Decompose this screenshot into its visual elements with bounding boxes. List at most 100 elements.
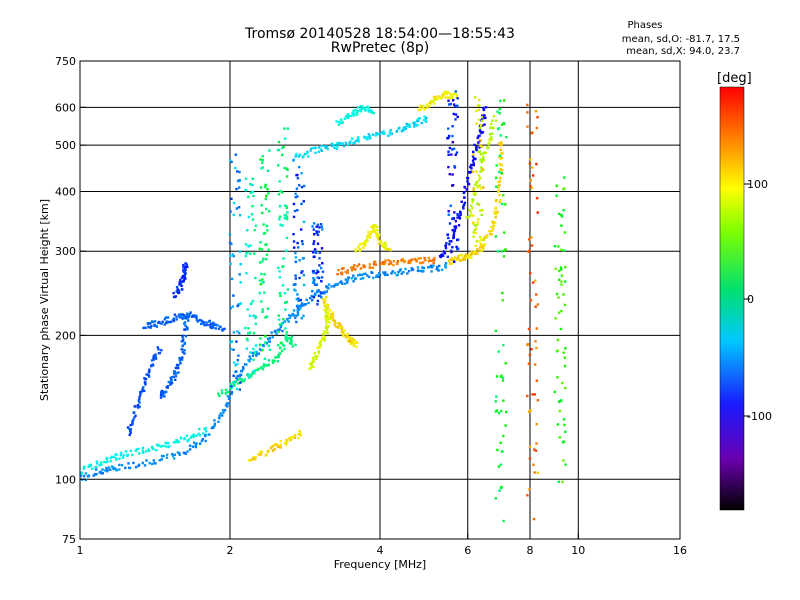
- data-point: [236, 378, 239, 381]
- data-point: [236, 359, 239, 362]
- data-point: [282, 265, 285, 268]
- data-point: [175, 439, 178, 442]
- data-point: [447, 236, 450, 240]
- data-point: [529, 409, 532, 412]
- data-point: [357, 140, 360, 143]
- data-point: [319, 223, 323, 226]
- data-point: [315, 269, 319, 272]
- data-point: [294, 260, 297, 264]
- data-point: [328, 317, 331, 320]
- data-point: [297, 304, 300, 307]
- data-point: [288, 314, 291, 317]
- data-point: [282, 257, 285, 260]
- data-point: [427, 266, 430, 269]
- data-point: [157, 348, 160, 351]
- data-point: [273, 443, 276, 446]
- data-point: [247, 327, 250, 330]
- data-point: [359, 242, 363, 246]
- data-point: [442, 250, 445, 253]
- data-point: [260, 300, 263, 303]
- data-point: [444, 244, 447, 248]
- data-point: [254, 344, 258, 347]
- data-point: [330, 144, 334, 148]
- data-point: [303, 303, 307, 306]
- data-point: [251, 218, 255, 221]
- data-point: [316, 276, 319, 279]
- data-point: [312, 271, 315, 275]
- data-point: [431, 266, 434, 269]
- data-point: [342, 267, 345, 270]
- data-point: [96, 462, 99, 465]
- data-point: [375, 275, 378, 278]
- data-point: [316, 355, 319, 358]
- data-point: [385, 247, 388, 251]
- data-point: [409, 259, 412, 263]
- data-point: [356, 110, 359, 113]
- data-point: [494, 329, 498, 333]
- data-point: [296, 173, 299, 177]
- data-point: [367, 230, 370, 234]
- data-point: [493, 210, 496, 213]
- data-point: [238, 214, 242, 217]
- data-point: [259, 186, 263, 189]
- data-point: [367, 133, 370, 136]
- data-point: [201, 438, 204, 441]
- data-point: [109, 468, 112, 471]
- data-point: [289, 338, 292, 341]
- data-point: [279, 325, 282, 329]
- data-point: [230, 347, 233, 351]
- data-point: [469, 214, 472, 217]
- data-point: [475, 122, 478, 125]
- data-point: [312, 280, 316, 283]
- data-point: [490, 126, 494, 129]
- data-point: [175, 318, 178, 321]
- data-point: [479, 187, 483, 190]
- data-point: [300, 271, 303, 274]
- data-point: [279, 341, 283, 345]
- data-point: [558, 409, 562, 413]
- data-point: [443, 92, 447, 95]
- data-point: [432, 258, 435, 262]
- data-point: [562, 418, 566, 421]
- data-point: [476, 202, 479, 205]
- data-point: [174, 375, 178, 378]
- data-point: [456, 115, 459, 119]
- data-point: [281, 191, 284, 194]
- data-point: [252, 457, 255, 461]
- data-point: [496, 110, 499, 113]
- data-point: [188, 313, 191, 316]
- data-point: [184, 266, 187, 269]
- data-point: [534, 110, 538, 113]
- data-point: [469, 211, 473, 214]
- data-point: [281, 329, 284, 333]
- data-point: [293, 246, 296, 249]
- data-point: [461, 258, 464, 261]
- data-point: [492, 227, 495, 231]
- data-point: [354, 248, 357, 251]
- data-point: [277, 330, 280, 333]
- data-point: [459, 211, 462, 215]
- data-point: [482, 152, 485, 155]
- data-point: [314, 248, 317, 251]
- data-point: [536, 303, 540, 306]
- data-point: [417, 108, 421, 112]
- data-point: [277, 445, 280, 449]
- data-point: [239, 263, 242, 266]
- data-point: [475, 109, 478, 113]
- data-point: [371, 266, 375, 269]
- data-point: [407, 270, 411, 273]
- data-point: [474, 224, 477, 227]
- data-point: [296, 209, 299, 212]
- data-point: [251, 190, 255, 194]
- data-point: [497, 180, 500, 184]
- data-point: [312, 146, 315, 150]
- data-point: [264, 341, 267, 344]
- data-point: [457, 238, 460, 241]
- data-point: [328, 321, 331, 324]
- data-point: [387, 263, 391, 266]
- data-point: [530, 186, 534, 190]
- data-point: [559, 327, 563, 331]
- data-point: [293, 288, 296, 291]
- data-point: [253, 458, 257, 461]
- data-point: [452, 103, 456, 106]
